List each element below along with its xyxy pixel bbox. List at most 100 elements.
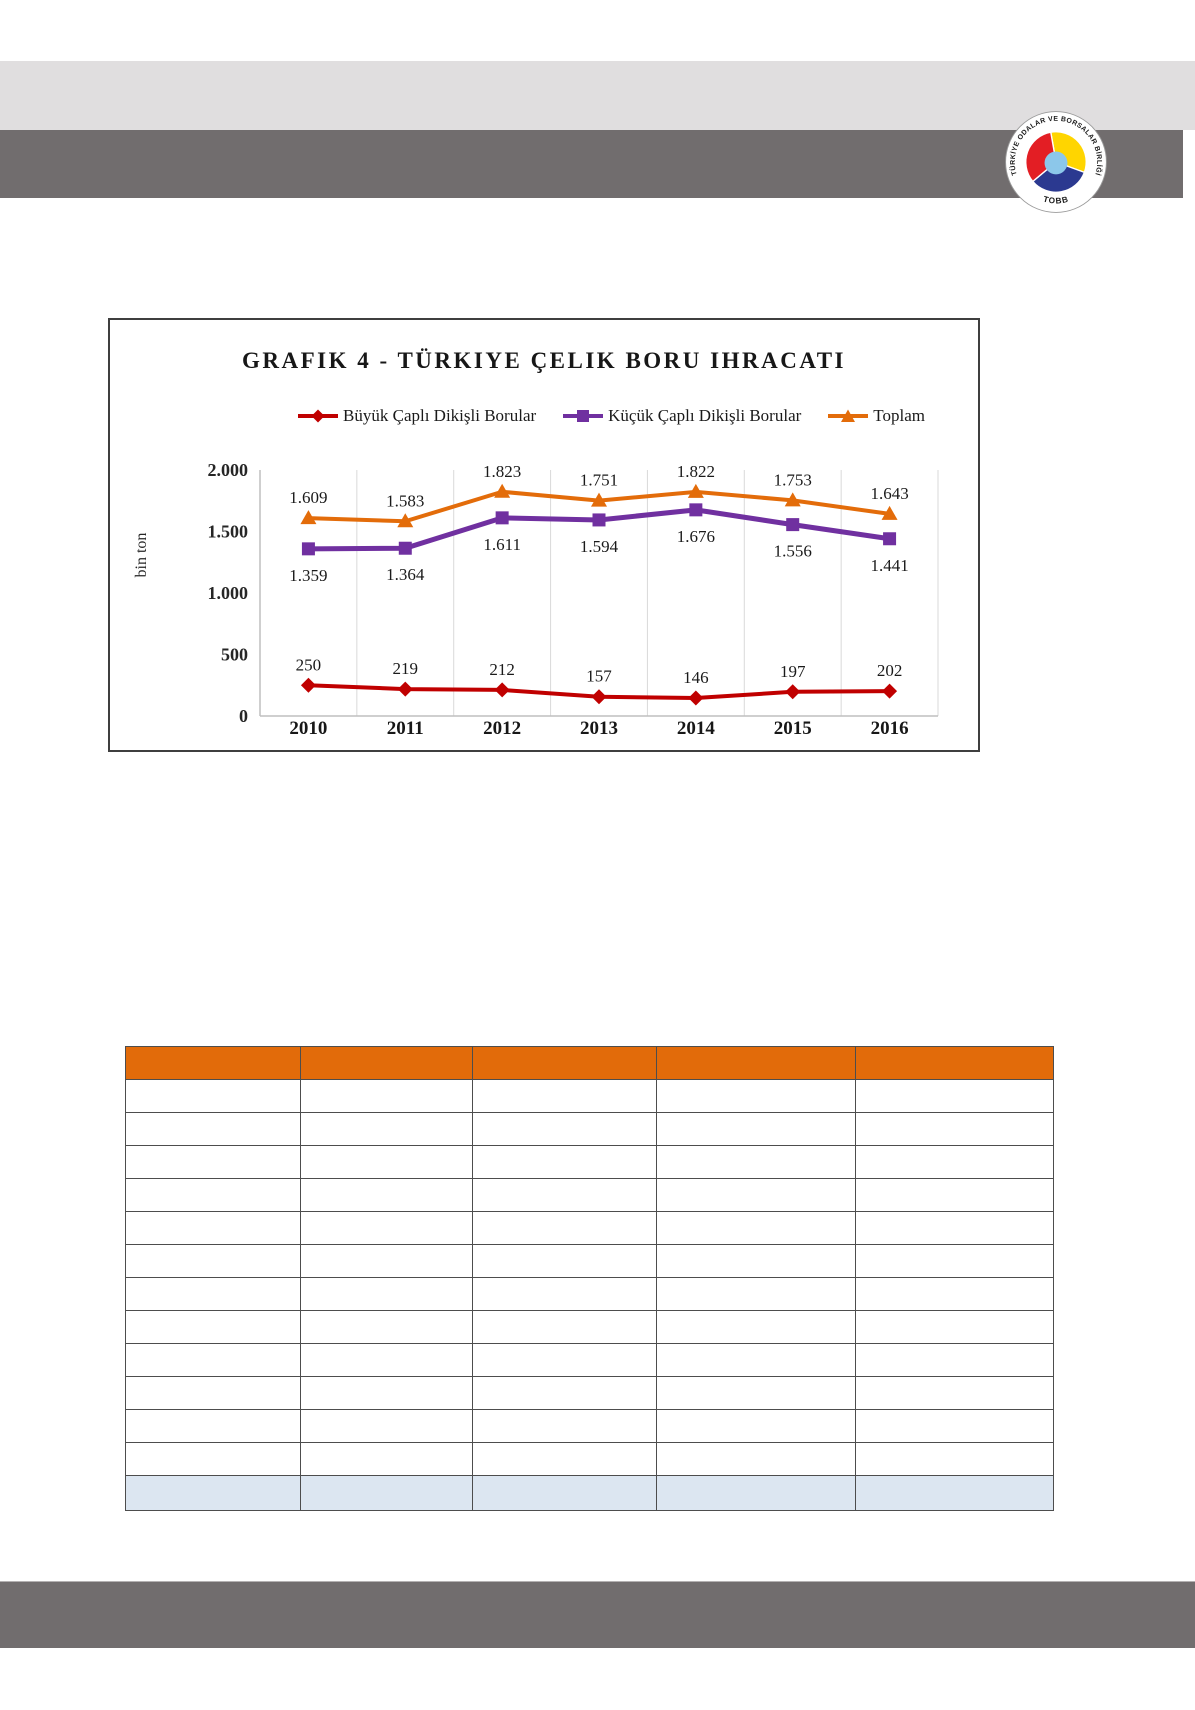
table-cell [300, 1409, 473, 1443]
legend-item: Toplam [827, 406, 925, 426]
x-tick-label: 2014 [677, 718, 716, 739]
table-cell [125, 1244, 301, 1278]
table-cell [300, 1442, 473, 1476]
table-cell [855, 1145, 1054, 1179]
table-cell [300, 1178, 473, 1212]
square-marker [883, 532, 897, 546]
table-cell [656, 1211, 856, 1245]
triangle-marker [397, 513, 414, 528]
table-cell [855, 1442, 1054, 1476]
table-cell [300, 1079, 473, 1113]
data-label: 1.643 [870, 484, 908, 503]
table-cell [855, 1079, 1054, 1113]
y-tick-label: 2.000 [208, 460, 249, 480]
table-cell [855, 1178, 1054, 1212]
legend-item: Büyük Çaplı Dikişli Borular [297, 406, 536, 426]
data-label: 1.594 [580, 537, 619, 556]
legend-label: Büyük Çaplı Dikişli Borular [343, 406, 537, 425]
data-label: 1.676 [677, 527, 715, 546]
header-dark-bar [0, 130, 1183, 198]
table-cell [472, 1244, 657, 1278]
data-label: 157 [586, 667, 612, 686]
table-cell [472, 1442, 657, 1476]
table-cell [855, 1409, 1054, 1443]
table-cell [125, 1112, 301, 1146]
square-marker [301, 542, 315, 556]
chart-plot: 0 500 1.000 1.500 2.000 bin ton 2010 2011 2012 20… [133, 460, 939, 739]
table-cell [656, 1178, 856, 1212]
table-cell [656, 1244, 856, 1278]
square-marker [592, 513, 606, 527]
table-header-cell [472, 1046, 657, 1080]
table-header-cell [855, 1046, 1054, 1080]
data-label: 1.583 [386, 491, 424, 510]
table-cell [125, 1376, 301, 1410]
table-row [125, 1145, 1054, 1179]
table-row [125, 1211, 1054, 1245]
logo-red-segment [1025, 131, 1057, 183]
data-label: 1.822 [677, 462, 715, 481]
table-row [125, 1343, 1054, 1377]
table-cell [656, 1112, 856, 1146]
table-cell [472, 1475, 657, 1511]
table-cell [656, 1343, 856, 1377]
logo-center-dot [1044, 151, 1068, 175]
table-cell [300, 1277, 473, 1311]
table-cell [125, 1442, 301, 1476]
table-cell [472, 1310, 657, 1344]
chart: 0 500 1.000 1.500 2.000 bin ton 2010 2011 2012 20… [108, 318, 980, 752]
table-cell [855, 1343, 1054, 1377]
table-row [125, 1409, 1054, 1443]
data-label: 202 [877, 661, 903, 680]
table-header-cell [125, 1046, 301, 1080]
diamond-legend-marker [298, 409, 339, 423]
table-cell [855, 1376, 1054, 1410]
triangle-legend-marker [828, 409, 869, 422]
table-cell [125, 1475, 301, 1511]
diamond-marker [688, 690, 704, 706]
table-cell [300, 1343, 473, 1377]
table-cell [656, 1079, 856, 1113]
table-cell [472, 1376, 657, 1410]
data-label: 1.556 [774, 542, 812, 561]
data-label: 1.359 [289, 566, 327, 585]
table-cell [472, 1343, 657, 1377]
table-cell [300, 1310, 473, 1344]
chart-legend: Büyük Çaplı Dikişli Borular Küçük Çaplı D… [250, 406, 972, 426]
square-marker [689, 503, 703, 517]
legend-label: Küçük Çaplı Dikişli Borular [608, 406, 802, 425]
y-tick-label: 500 [221, 645, 248, 665]
footer-bar [0, 1581, 1195, 1648]
diamond-marker [785, 684, 801, 700]
data-label: 219 [393, 659, 419, 678]
triangle-marker [784, 492, 801, 507]
data-label: 1.751 [580, 471, 618, 490]
table-cell [300, 1376, 473, 1410]
table-row [125, 1310, 1054, 1344]
tobb-logo: TÜRKİYE ODALAR VE BORSALAR BİRLİĞİ TOBB [1005, 111, 1107, 213]
y-tick-label: 1.000 [208, 583, 249, 603]
logo-emblem [1025, 131, 1087, 193]
y-axis-title: bin ton [133, 533, 150, 578]
data-label: 1.364 [386, 565, 425, 584]
diamond-marker [591, 689, 607, 705]
table-cell [656, 1145, 856, 1179]
table-cell [125, 1310, 301, 1344]
table-header-cell [300, 1046, 473, 1080]
table-row [125, 1442, 1054, 1476]
x-tick-label: 2015 [774, 718, 812, 739]
table-cell [472, 1409, 657, 1443]
data-label: 146 [683, 668, 709, 687]
table-cell [855, 1211, 1054, 1245]
table-total-row [125, 1475, 1054, 1511]
table-row [125, 1376, 1054, 1410]
data-label: 197 [780, 662, 806, 681]
table-cell [300, 1244, 473, 1278]
table-cell [656, 1277, 856, 1311]
square-marker [398, 541, 412, 555]
data-label: 250 [296, 655, 322, 674]
table-row [125, 1112, 1054, 1146]
table-cell [472, 1145, 657, 1179]
table-cell [656, 1310, 856, 1344]
